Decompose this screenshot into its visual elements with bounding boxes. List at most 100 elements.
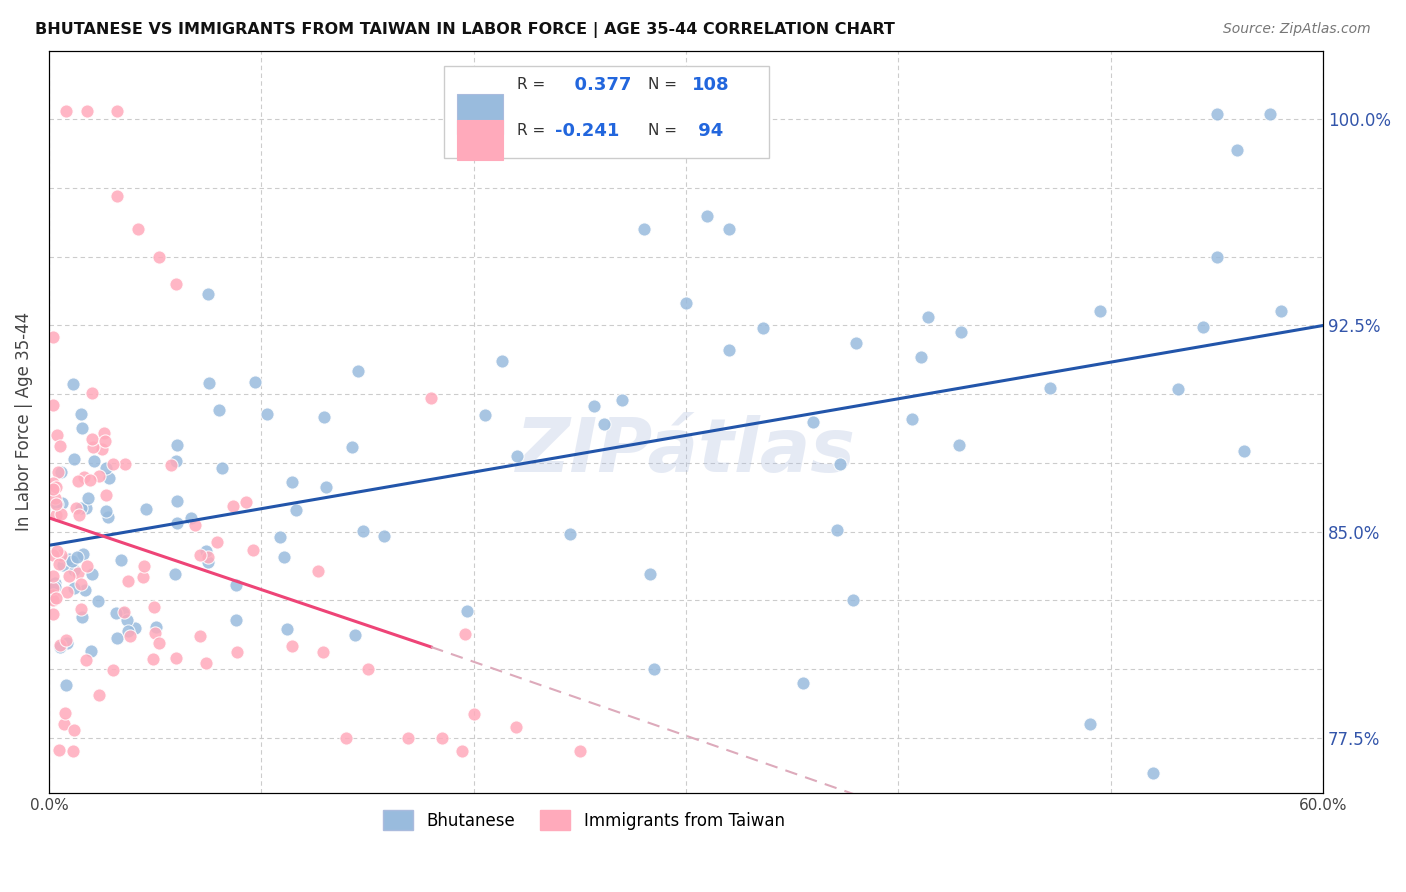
Point [45, 508, 67, 522]
Point [132, 570, 155, 584]
Point [163, 567, 186, 582]
Point [94, 434, 117, 448]
Point [307, 564, 329, 578]
Point [184, 517, 207, 532]
Point [165, 277, 187, 292]
Point [94, 488, 117, 502]
Point [42, 548, 65, 562]
Point [675, 296, 697, 310]
Point [75, 652, 97, 666]
Point [49, 638, 72, 652]
Point [48, 640, 70, 654]
Point [42, 581, 65, 595]
Point [269, 530, 291, 544]
Point [66, 566, 89, 580]
Point [42, 399, 65, 413]
Point [48, 742, 70, 756]
Point [1192, 319, 1215, 334]
Point [1142, 766, 1164, 780]
Point [1167, 382, 1189, 396]
Point [165, 454, 187, 468]
Point [49, 465, 72, 479]
Point [430, 731, 453, 745]
Point [312, 410, 335, 425]
Point [42, 569, 65, 583]
Point [46, 465, 69, 479]
Point [45, 497, 67, 511]
Point [917, 310, 939, 325]
Point [453, 627, 475, 641]
Point [134, 558, 156, 573]
Point [463, 707, 485, 722]
Point [55, 633, 77, 648]
Point [80, 386, 103, 401]
Point [79, 473, 101, 487]
Point [633, 222, 655, 236]
Point [280, 475, 302, 490]
Point [69, 602, 91, 616]
Text: N =: N = [648, 123, 676, 138]
Point [342, 440, 364, 454]
Point [344, 628, 367, 642]
Point [1078, 717, 1101, 731]
Point [226, 645, 249, 659]
Point [1206, 251, 1229, 265]
Point [558, 526, 581, 541]
Point [56, 635, 79, 649]
Point [45, 428, 67, 442]
Point [1226, 143, 1249, 157]
Point [373, 529, 395, 543]
Point [1090, 304, 1112, 318]
Point [105, 631, 128, 645]
Point [52, 717, 75, 731]
Point [451, 744, 474, 758]
Point [256, 407, 278, 421]
Point [42, 329, 65, 343]
Point [70, 407, 93, 421]
Point [592, 417, 614, 431]
Y-axis label: In Labor Force | Age 35-44: In Labor Force | Age 35-44 [15, 312, 32, 532]
Point [197, 555, 219, 569]
Text: N =: N = [648, 77, 676, 92]
Point [110, 552, 132, 566]
Point [356, 662, 378, 676]
Point [188, 629, 211, 643]
Point [456, 604, 478, 618]
Point [828, 457, 851, 471]
Point [198, 376, 221, 391]
Point [143, 600, 166, 615]
Point [93, 425, 115, 440]
Point [80, 432, 103, 446]
Point [49, 548, 72, 562]
Point [197, 549, 219, 564]
Point [62, 744, 84, 758]
Point [82, 440, 104, 454]
Legend: Bhutanese, Immigrants from Taiwan: Bhutanese, Immigrants from Taiwan [377, 804, 792, 837]
Point [842, 592, 865, 607]
Point [505, 450, 527, 464]
Point [67, 508, 90, 522]
Point [62, 581, 84, 595]
Point [696, 209, 718, 223]
Point [803, 415, 825, 429]
Point [46, 544, 69, 558]
Point [94, 504, 117, 518]
Point [1270, 303, 1292, 318]
Point [276, 622, 298, 636]
Point [583, 399, 606, 413]
Point [145, 619, 167, 633]
Point [73, 582, 96, 597]
Point [280, 639, 302, 653]
Point [75, 500, 97, 515]
Point [792, 675, 814, 690]
Point [222, 499, 245, 513]
Point [205, 534, 228, 549]
Point [80, 567, 103, 582]
Point [115, 613, 138, 627]
Point [83, 454, 105, 468]
Point [148, 636, 170, 650]
Point [55, 104, 77, 119]
Point [90, 442, 112, 456]
Point [949, 326, 972, 340]
Point [73, 470, 96, 484]
